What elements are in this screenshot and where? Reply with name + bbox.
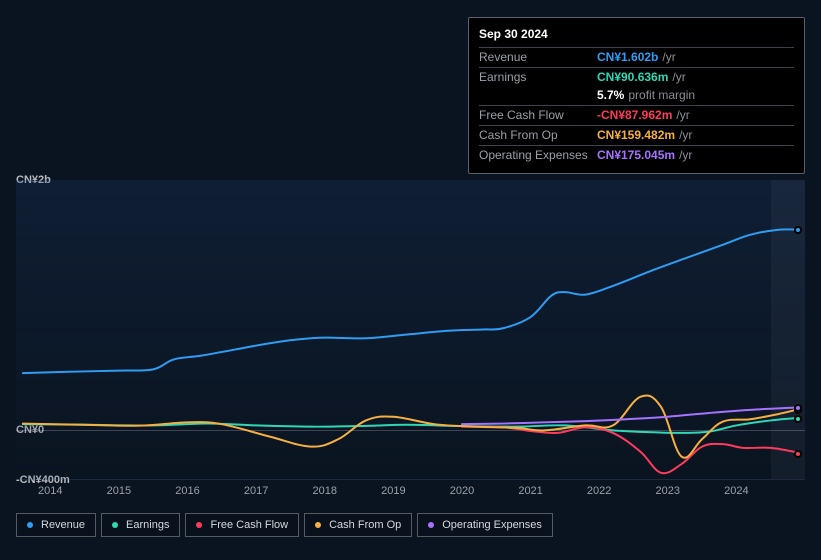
plot-area	[16, 180, 805, 480]
revenue-endpoint	[794, 226, 802, 234]
legend-label: Cash From Op	[329, 519, 401, 531]
x-tick-label: 2024	[724, 485, 748, 497]
x-tick-label: 2019	[381, 485, 405, 497]
legend-item-cashop[interactable]: Cash From Op	[304, 513, 412, 537]
tooltip-row: Cash From OpCN¥159.482m/yr	[479, 125, 794, 145]
tooltip-row-value: 5.7%profit margin	[597, 87, 695, 104]
tooltip-row: Free Cash Flow-CN¥87.962m/yr	[479, 105, 794, 125]
cashop-dot-icon	[315, 522, 321, 528]
x-tick-label: 2016	[175, 485, 199, 497]
legend-item-earnings[interactable]: Earnings	[101, 513, 180, 537]
opex-endpoint	[794, 404, 802, 412]
legend-item-opex[interactable]: Operating Expenses	[417, 513, 553, 537]
revenue-dot-icon	[27, 522, 33, 528]
x-tick-label: 2015	[107, 485, 131, 497]
summary-tooltip: Sep 30 2024 RevenueCN¥1.602b/yrEarningsC…	[468, 17, 805, 174]
tooltip-row-value: CN¥1.602b/yr	[597, 49, 676, 66]
legend-label: Operating Expenses	[442, 519, 542, 531]
tooltip-row-value: CN¥90.636m/yr	[597, 69, 686, 86]
opex-line	[462, 407, 798, 424]
tooltip-row-label: Cash From Op	[479, 127, 597, 144]
financials-chart: CN¥2bCN¥0-CN¥400m 2014201520162017201820…	[16, 160, 805, 546]
tooltip-row-value: -CN¥87.962m/yr	[597, 107, 690, 124]
tooltip-row-label: Free Cash Flow	[479, 107, 597, 124]
earnings-dot-icon	[112, 522, 118, 528]
opex-dot-icon	[428, 522, 434, 528]
tooltip-row-label	[479, 87, 597, 104]
tooltip-row-label: Earnings	[479, 69, 597, 86]
legend: Revenue Earnings Free Cash Flow Cash From O…	[16, 513, 553, 537]
fcf-dot-icon	[196, 522, 202, 528]
x-tick-label: 2022	[587, 485, 611, 497]
legend-item-revenue[interactable]: Revenue	[16, 513, 96, 537]
x-tick-label: 2017	[244, 485, 268, 497]
revenue-line	[23, 229, 798, 373]
fcf-endpoint	[794, 450, 802, 458]
legend-label: Earnings	[126, 519, 169, 531]
legend-label: Revenue	[41, 519, 85, 531]
x-tick-label: 2021	[518, 485, 542, 497]
tooltip-row: RevenueCN¥1.602b/yr	[479, 47, 794, 67]
fcf-line	[462, 427, 798, 474]
line-series	[16, 180, 805, 479]
x-tick-label: 2014	[38, 485, 62, 497]
earnings-endpoint	[794, 415, 802, 423]
tooltip-row: EarningsCN¥90.636m/yr	[479, 67, 794, 87]
x-tick-label: 2023	[656, 485, 680, 497]
x-tick-label: 2020	[450, 485, 474, 497]
legend-label: Free Cash Flow	[210, 519, 288, 531]
legend-item-fcf[interactable]: Free Cash Flow	[185, 513, 299, 537]
x-tick-label: 2018	[312, 485, 336, 497]
tooltip-row: 5.7%profit margin	[479, 86, 794, 105]
tooltip-row-value: CN¥159.482m/yr	[597, 127, 692, 144]
tooltip-row-label: Revenue	[479, 49, 597, 66]
cashop-line	[23, 395, 798, 457]
tooltip-date: Sep 30 2024	[479, 24, 794, 47]
